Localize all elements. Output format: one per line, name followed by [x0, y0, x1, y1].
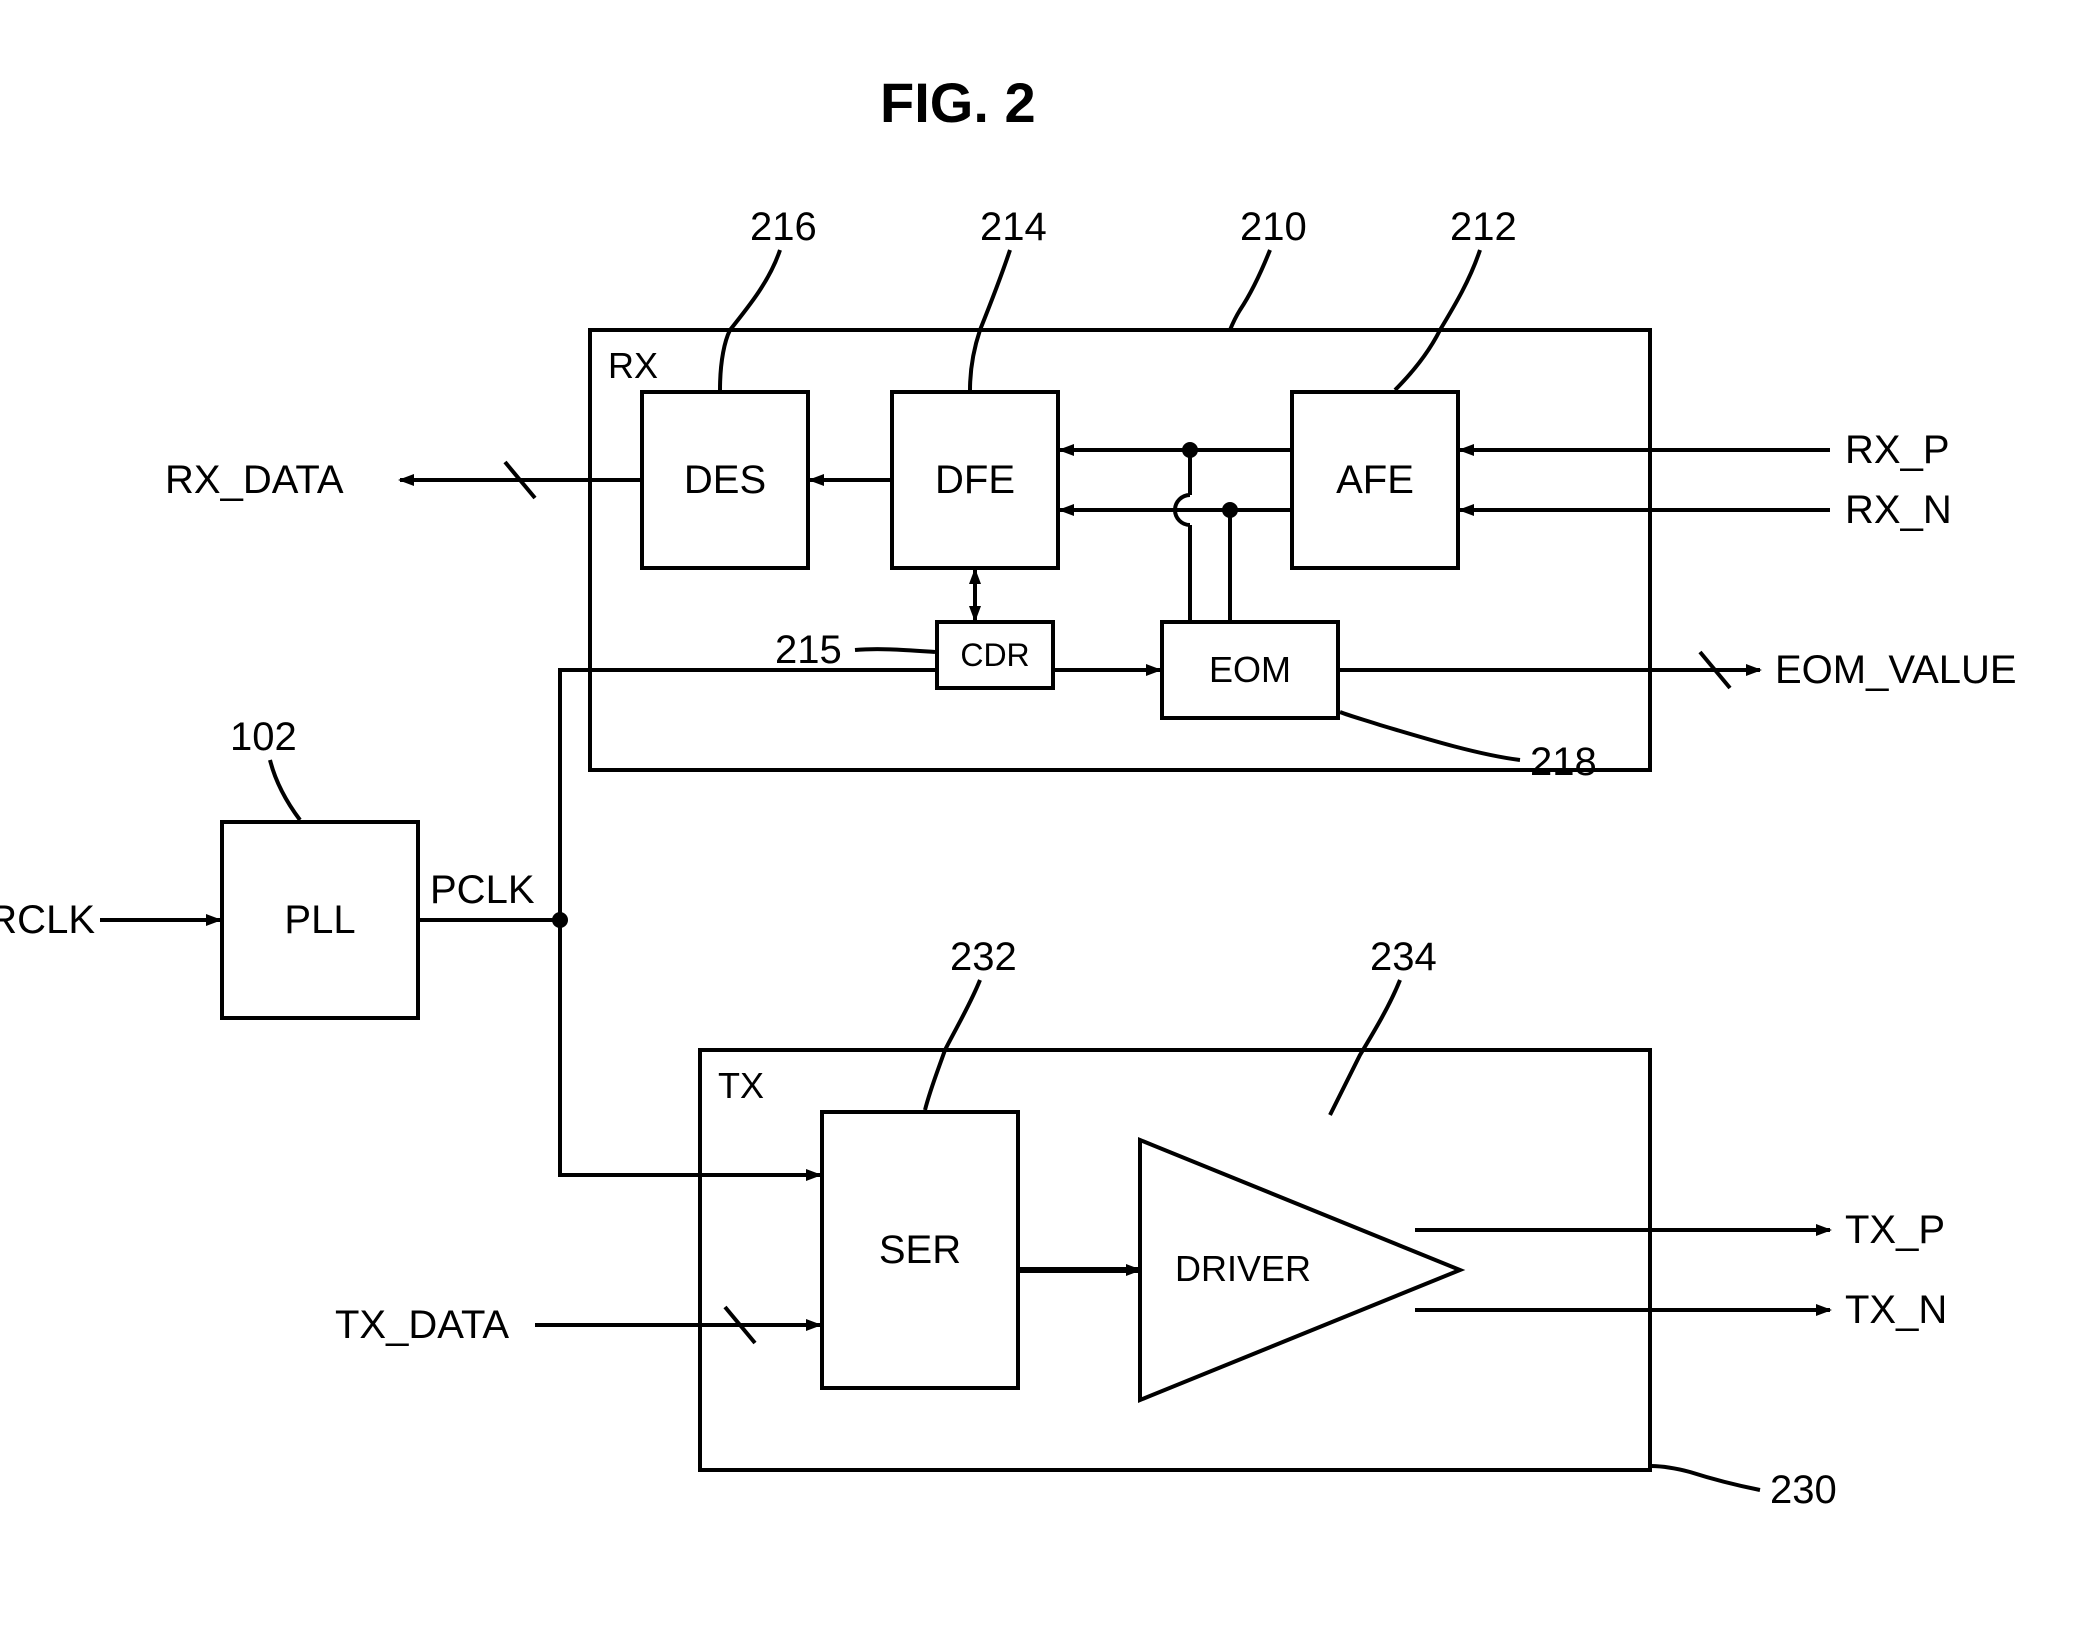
rx-caption: RX: [608, 345, 658, 387]
driver-label: DRIVER: [1175, 1248, 1311, 1290]
ref-230: 230: [1770, 1468, 1837, 1513]
rxn-label: RX_N: [1845, 488, 1952, 533]
ref-218: 218: [1530, 740, 1597, 785]
ref-210: 210: [1240, 205, 1307, 250]
cdr-block: CDR: [935, 620, 1055, 690]
pll-label: PLL: [284, 898, 355, 943]
diagram-canvas: FIG. 2: [0, 0, 2081, 1649]
afe-block: AFE: [1290, 390, 1460, 570]
dfe-label: DFE: [935, 458, 1015, 503]
afe-label: AFE: [1336, 458, 1414, 503]
eomvalue-label: EOM_VALUE: [1775, 648, 2017, 693]
rxdata-label: RX_DATA: [165, 458, 344, 503]
ser-block: SER: [820, 1110, 1020, 1390]
ref-216: 216: [750, 205, 817, 250]
ref-214: 214: [980, 205, 1047, 250]
rxp-label: RX_P: [1845, 428, 1950, 473]
cdr-label: CDR: [960, 637, 1029, 674]
eom-block: EOM: [1160, 620, 1340, 720]
tx-caption: TX: [718, 1065, 764, 1107]
des-label: DES: [684, 458, 766, 503]
dfe-block: DFE: [890, 390, 1060, 570]
ref-232: 232: [950, 935, 1017, 980]
txdata-label: TX_DATA: [335, 1303, 509, 1348]
txn-label: TX_N: [1845, 1288, 1947, 1333]
pll-block: PLL: [220, 820, 420, 1020]
ref-215: 215: [775, 628, 842, 673]
eom-label: EOM: [1209, 649, 1291, 691]
ser-label: SER: [879, 1228, 961, 1273]
pclk-label: PCLK: [430, 868, 535, 913]
rclk-label: RCLK: [0, 898, 95, 943]
ref-212: 212: [1450, 205, 1517, 250]
ref-234: 234: [1370, 935, 1437, 980]
des-block: DES: [640, 390, 810, 570]
txp-label: TX_P: [1845, 1208, 1945, 1253]
ref-102: 102: [230, 715, 297, 760]
